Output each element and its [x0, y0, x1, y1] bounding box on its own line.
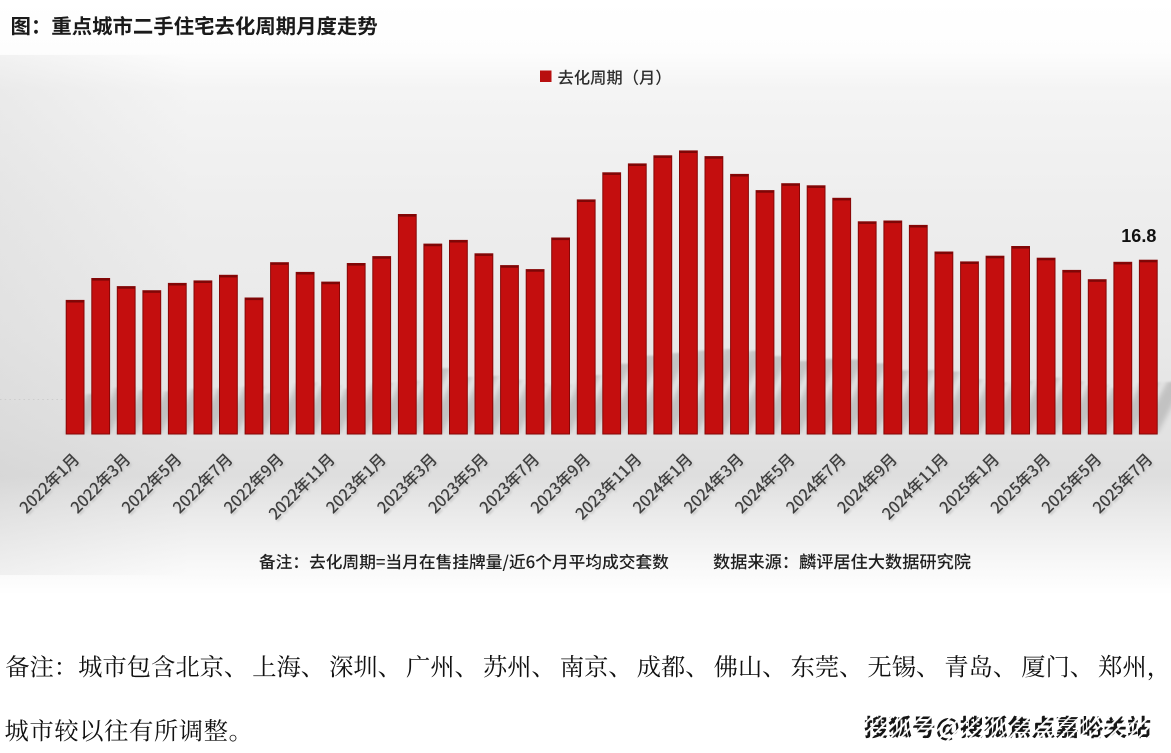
- svg-text:16.8: 16.8: [1121, 226, 1156, 246]
